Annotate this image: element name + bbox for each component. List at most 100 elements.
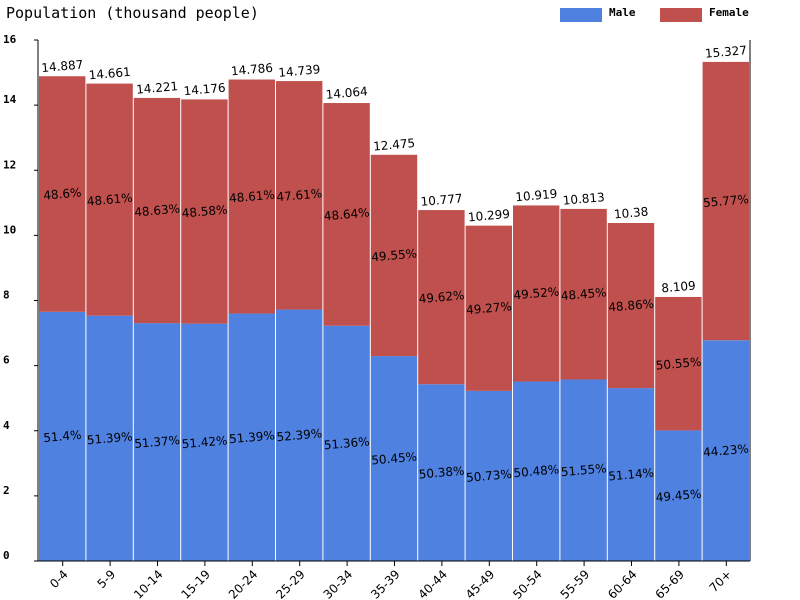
legend: Male Female bbox=[560, 6, 749, 22]
bar-female bbox=[39, 76, 86, 312]
legend-swatch-male bbox=[560, 8, 602, 22]
legend-label-female: Female bbox=[709, 6, 749, 19]
legend-swatch-female bbox=[660, 8, 702, 22]
y-tick-label: 0 bbox=[3, 549, 10, 562]
total-label: 14.661 bbox=[88, 65, 131, 83]
y-tick-label: 12 bbox=[3, 158, 16, 171]
bar-male bbox=[228, 313, 275, 561]
total-label: 10.299 bbox=[467, 207, 510, 225]
y-tick-label: 8 bbox=[3, 289, 10, 302]
bar-female bbox=[607, 223, 655, 389]
bar-female bbox=[560, 208, 607, 380]
female-percent-label: 48.64% bbox=[323, 205, 370, 223]
x-tick-label: 70+ bbox=[707, 567, 735, 595]
total-label: 10.813 bbox=[562, 190, 605, 208]
male-percent-label: 51.55% bbox=[560, 461, 607, 479]
total-label: 10.777 bbox=[420, 191, 463, 209]
male-percent-label: 51.37% bbox=[134, 433, 181, 451]
total-label: 10.919 bbox=[515, 187, 558, 205]
bar-male bbox=[418, 384, 465, 561]
bar-male bbox=[370, 356, 418, 561]
x-tick-label: 0-4 bbox=[47, 567, 71, 591]
bar-male bbox=[39, 311, 86, 561]
x-tick-label: 35-39 bbox=[368, 567, 403, 600]
y-tick-label: 4 bbox=[3, 419, 10, 432]
x-tick-label: 10-14 bbox=[131, 567, 166, 600]
x-tick-label: 55-59 bbox=[558, 567, 593, 600]
bar-female bbox=[228, 79, 275, 314]
y-axis: 0 2 4 6 8 10 12 14 16 bbox=[3, 33, 751, 562]
female-percent-label: 48.45% bbox=[560, 285, 607, 303]
total-label: 14.064 bbox=[325, 84, 368, 102]
y-tick-label: 10 bbox=[3, 223, 16, 236]
bar-female bbox=[133, 97, 181, 324]
x-tick-label: 30-34 bbox=[321, 567, 356, 600]
bar-male bbox=[702, 340, 749, 561]
total-label: 8.109 bbox=[661, 278, 696, 295]
bar-female bbox=[181, 99, 228, 324]
male-percent-label: 51.42% bbox=[181, 433, 228, 451]
female-percent-label: 49.52% bbox=[513, 285, 560, 303]
bar-male bbox=[513, 381, 560, 561]
x-tick-label: 60-64 bbox=[605, 567, 640, 600]
male-percent-label: 44.23% bbox=[703, 442, 750, 460]
bar-female bbox=[513, 205, 560, 382]
bar-male bbox=[655, 430, 702, 561]
y-tick-label: 6 bbox=[3, 354, 10, 367]
bar-female bbox=[655, 296, 702, 431]
bar-male bbox=[276, 309, 323, 561]
male-percent-label: 51.4% bbox=[43, 428, 82, 445]
x-tick-label: 65-69 bbox=[652, 567, 687, 600]
female-percent-label: 48.58% bbox=[181, 203, 228, 221]
female-percent-label: 47.61% bbox=[276, 186, 323, 204]
bar-male bbox=[181, 323, 228, 561]
x-tick-label: 40-44 bbox=[415, 567, 450, 600]
bar-female bbox=[86, 83, 133, 316]
bar-female bbox=[418, 210, 465, 385]
total-label: 14.221 bbox=[136, 79, 179, 97]
bar-female bbox=[370, 154, 418, 357]
male-percent-label: 50.48% bbox=[513, 462, 560, 480]
legend-label-male: Male bbox=[609, 6, 636, 19]
male-percent-label: 50.38% bbox=[418, 464, 465, 482]
total-label: 14.786 bbox=[230, 61, 273, 79]
male-percent-label: 49.45% bbox=[655, 487, 702, 505]
male-percent-label: 51.39% bbox=[86, 429, 133, 447]
bar-male bbox=[86, 315, 133, 561]
female-percent-label: 48.6% bbox=[43, 185, 82, 202]
female-percent-label: 49.27% bbox=[466, 299, 513, 317]
x-axis: 0-4 5-9 10-14 15-19 20-24 25-29 30-34 35-39 40-4… bbox=[38, 560, 750, 600]
total-label: 14.176 bbox=[183, 81, 226, 99]
total-label: 14.887 bbox=[41, 57, 84, 75]
male-percent-label: 51.36% bbox=[323, 434, 370, 452]
total-label: 10.38 bbox=[613, 205, 648, 222]
bar-male bbox=[465, 390, 512, 561]
female-percent-label: 49.62% bbox=[418, 288, 465, 306]
x-tick-label: 15-19 bbox=[178, 567, 213, 600]
x-tick-label: 20-24 bbox=[226, 567, 261, 600]
female-percent-label: 48.63% bbox=[134, 202, 181, 220]
x-tick-label: 50-54 bbox=[510, 567, 545, 600]
male-percent-label: 50.45% bbox=[371, 450, 418, 468]
female-percent-label: 50.55% bbox=[655, 355, 702, 373]
male-percent-label: 50.73% bbox=[466, 467, 513, 485]
bar-female bbox=[323, 103, 370, 326]
bar-female bbox=[702, 61, 749, 341]
x-tick-label: 45-49 bbox=[463, 567, 498, 600]
male-percent-label: 51.39% bbox=[229, 428, 276, 446]
total-label: 15.327 bbox=[704, 43, 747, 61]
y-tick-label: 16 bbox=[3, 33, 17, 46]
female-percent-label: 49.55% bbox=[371, 246, 418, 264]
y-tick-label: 14 bbox=[3, 93, 17, 106]
bar-male bbox=[607, 388, 655, 561]
bar-male bbox=[133, 323, 181, 561]
bars: 14.887 51.4% 48.6% 14.661 51.39% 48.61% 14.221… bbox=[39, 43, 749, 561]
total-label: 12.475 bbox=[373, 136, 416, 154]
female-percent-label: 48.86% bbox=[608, 297, 655, 315]
male-percent-label: 52.39% bbox=[276, 426, 323, 444]
chart-title: Population (thousand people) bbox=[6, 4, 259, 22]
bar-female bbox=[465, 225, 512, 391]
female-percent-label: 48.61% bbox=[86, 191, 133, 209]
male-percent-label: 51.14% bbox=[608, 466, 655, 484]
